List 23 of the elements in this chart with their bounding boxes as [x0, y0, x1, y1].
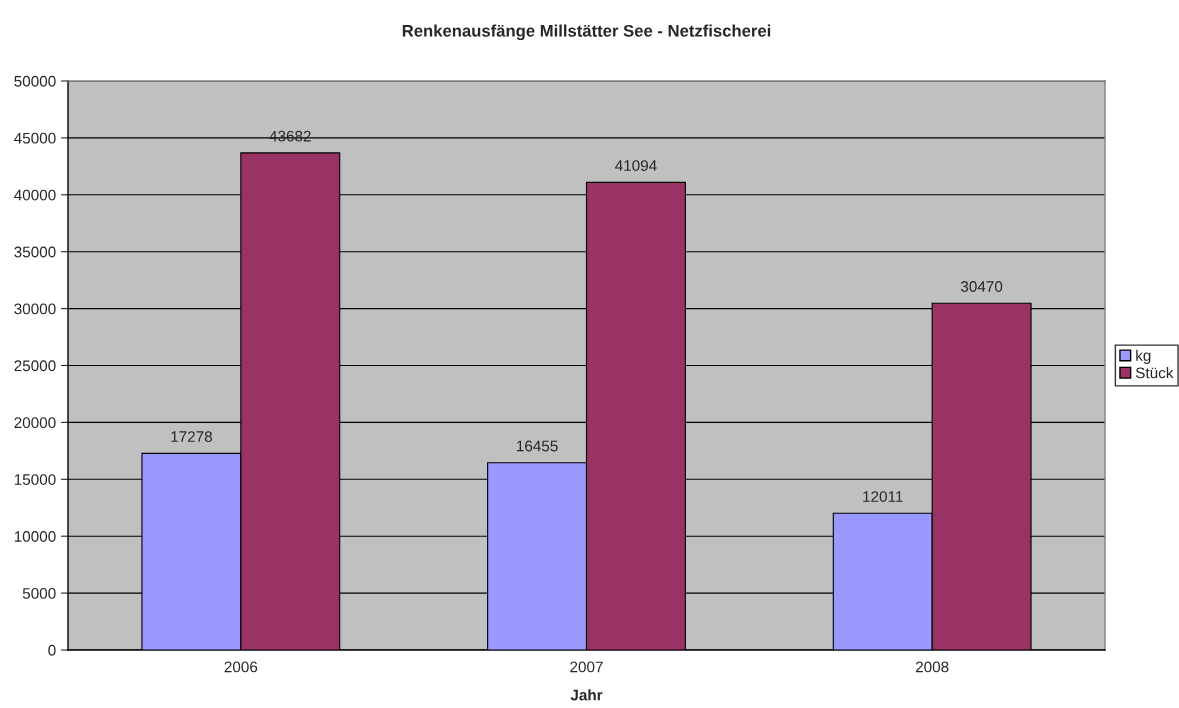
y-tick-label: 20000 — [14, 417, 56, 429]
y-tick-label: 40000 — [14, 189, 56, 201]
y-tick-label: 0 — [48, 644, 56, 656]
y-tick-label: 30000 — [14, 303, 56, 315]
data-label: 30470 — [960, 281, 1003, 292]
data-label: 16455 — [516, 440, 558, 452]
y-tick-label: 35000 — [14, 246, 56, 258]
x-tick-label: 2006 — [224, 661, 258, 673]
legend-label: kg — [1136, 349, 1151, 364]
y-tick-label: 5000 — [22, 587, 56, 599]
x-axis-title: Jahr — [570, 689, 603, 701]
data-label: 12011 — [863, 491, 903, 502]
y-tick-label: 15000 — [14, 474, 56, 485]
y-tick-label: 25000 — [14, 360, 56, 372]
y-tick-label: 10000 — [14, 531, 56, 542]
y-tick-label: 45000 — [14, 132, 56, 144]
x-tick-label: 2007 — [570, 661, 603, 673]
legend-label: Stück — [1135, 367, 1174, 379]
y-tick-label: 50000 — [14, 75, 56, 87]
data-label: 41094 — [615, 160, 657, 171]
data-label: 17278 — [171, 431, 212, 443]
x-tick-label: 2008 — [915, 661, 949, 673]
chart-title: Renkenausfänge Millstätter See - Netzfischerei — [402, 24, 771, 41]
